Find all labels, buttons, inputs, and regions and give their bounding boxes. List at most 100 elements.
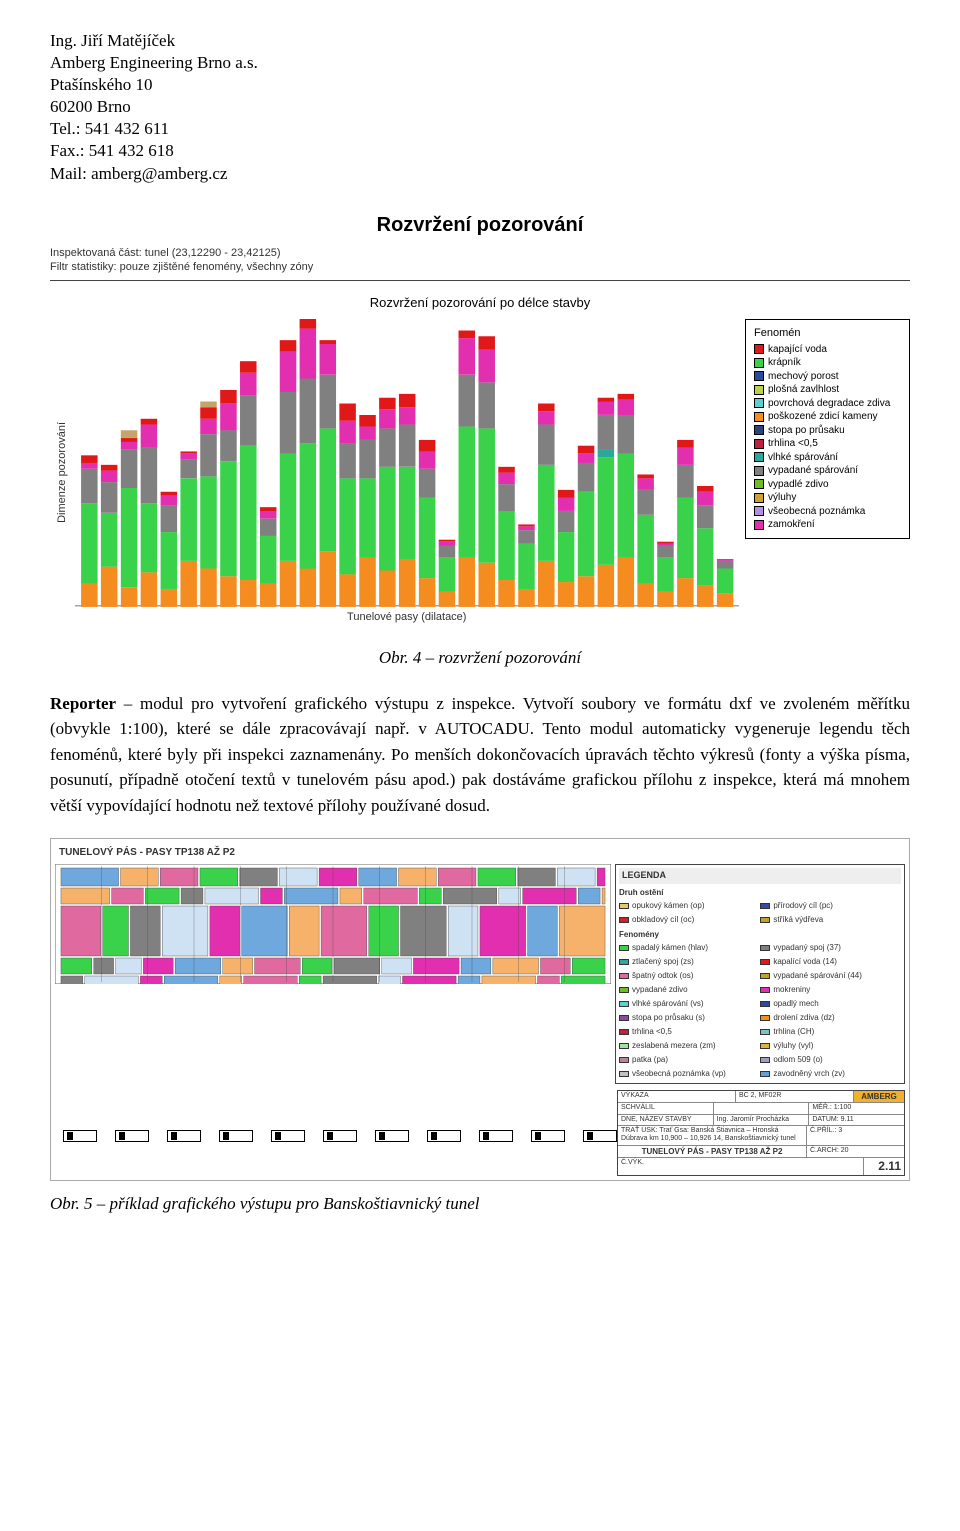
legend-swatch (754, 412, 764, 422)
marker-icon (219, 1130, 253, 1142)
legend-swatch (619, 903, 629, 909)
marker-icon (531, 1130, 565, 1142)
legend-label: stopa po průsaku (s) (632, 1012, 705, 1024)
marker-icon (167, 1130, 201, 1142)
legend-swatch (754, 371, 764, 381)
legend-swatch (619, 987, 629, 993)
header-fax: Fax.: 541 432 618 (50, 140, 910, 162)
legend-label: stříká výdřeva (773, 914, 823, 926)
drawing-legend-item: trhlina <0,5 (619, 1026, 754, 1038)
drawing-title: TUNELOVÝ PÁS - PASY TP138 AŽ P2 (59, 845, 905, 860)
drawing-legend-item: zavodněný vrch (zv) (760, 1068, 895, 1080)
legend-swatch (754, 452, 764, 462)
legend-label: vlhké spárování (768, 451, 838, 465)
legend-label: odlom 509 (o) (773, 1054, 822, 1066)
header-mail: Mail: amberg@amberg.cz (50, 163, 910, 185)
marker-icon (479, 1130, 513, 1142)
legend-item: všeobecná poznámka (754, 505, 901, 519)
chart-y-label: Dimenze pozorování (50, 422, 75, 523)
legend-label: výluhy (vyl) (773, 1040, 813, 1052)
amberg-logo: AMBERG (854, 1091, 904, 1103)
legend-swatch (754, 398, 764, 408)
marker-icon (115, 1130, 149, 1142)
legend-swatch (760, 1043, 770, 1049)
legend-label: zamokření (768, 518, 815, 532)
header-name: Ing. Jiří Matějíček (50, 30, 910, 52)
legend-swatch (619, 1015, 629, 1021)
chart-meta-line: Filtr statistiky: pouze zjištěné fenomén… (50, 260, 910, 274)
chart-meta-line: Inspektovaná část: tunel (23,12290 - 23,… (50, 246, 910, 260)
legend-swatch (760, 945, 770, 951)
drawing-legend-item: opukový kámen (op) (619, 900, 754, 912)
body-runin: Reporter (50, 694, 116, 713)
legend-swatch (760, 1057, 770, 1063)
drawing-legend-item: kapalící voda (14) (760, 956, 895, 968)
legend-item: zamokření (754, 518, 901, 532)
drawing-legend-item: drolení zdiva (dz) (760, 1012, 895, 1024)
drawing-legend-item: patka (pa) (619, 1054, 754, 1066)
drawing-legend-item: špatný odtok (os) (619, 970, 754, 982)
legend-label: všeobecná poznámka (768, 505, 865, 519)
drawing-titleblock: VÝKAZABC 2, MF02RAMBERGSCHVÁLILMĚŘ.: 1:1… (617, 1090, 905, 1176)
legend-label: trhlina <0,5 (768, 437, 818, 451)
legend-swatch (619, 1071, 629, 1077)
legend-label: vypadané spárování (44) (773, 970, 862, 982)
legend-swatch (760, 1029, 770, 1035)
drawing-legend-item: vypadané zdivo (619, 984, 754, 996)
legend-label: špatný odtok (os) (632, 970, 693, 982)
chart-main-title: Rozvržení pozorování (50, 210, 910, 240)
legend-swatch (754, 493, 764, 503)
body-paragraph: Reporter – modul pro vytvoření grafickéh… (50, 691, 910, 819)
titleblock-main: TUNELOVÝ PÁS - PASY TP138 AŽ P2 (618, 1146, 807, 1158)
marker-icon (323, 1130, 357, 1142)
legend-swatch (760, 1001, 770, 1007)
legend-label: přírodový cíl (pc) (773, 900, 833, 912)
legend-swatch (619, 945, 629, 951)
legend-swatch (760, 917, 770, 923)
header-city: 60200 Brno (50, 96, 910, 118)
titleblock-number: 2.11 (864, 1158, 904, 1174)
header-company: Amberg Engineering Brno a.s. (50, 52, 910, 74)
legend-swatch (754, 520, 764, 530)
legend-label: patka (pa) (632, 1054, 668, 1066)
drawing-legend-item: vlhké spárování (vs) (619, 998, 754, 1010)
legend-label: vypadané spárování (768, 464, 858, 478)
header-address: Ing. Jiří Matějíček Amberg Engineering B… (50, 30, 910, 185)
drawing-legend-item: přírodový cíl (pc) (760, 900, 895, 912)
drawing-markers (55, 1090, 617, 1176)
drawing-legend-item: opadlý mech (760, 998, 895, 1010)
figure4-caption: Obr. 4 – rozvržení pozorování (50, 645, 910, 671)
legend-swatch (619, 1001, 629, 1007)
legend-item: plošná zavlhlost (754, 383, 901, 397)
drawing-legend-item: ztlačený spoj (zs) (619, 956, 754, 968)
legend-swatch (760, 903, 770, 909)
drawing-legend-item: stopa po průsaku (s) (619, 1012, 754, 1024)
drawing-legend-item: trhlina (CH) (760, 1026, 895, 1038)
legend-label: opadlý mech (773, 998, 818, 1010)
marker-icon (63, 1130, 97, 1142)
legend-label: zavodněný vrch (zv) (773, 1068, 845, 1080)
legend-title: Fenomén (754, 326, 901, 341)
legend-label: kapající voda (768, 343, 827, 357)
marker-icon (375, 1130, 409, 1142)
drawing-legend-section: Druh ostění (619, 887, 901, 899)
legend-label: drolení zdiva (dz) (773, 1012, 834, 1024)
legend-item: kapající voda (754, 343, 901, 357)
legend-label: plošná zavlhlost (768, 383, 839, 397)
legend-label: obkladový cíl (oc) (632, 914, 694, 926)
legend-item: stopa po průsaku (754, 424, 901, 438)
legend-label: ztlačený spoj (zs) (632, 956, 694, 968)
observation-chart: Rozvržení pozorování Inspektovaná část: … (50, 210, 910, 626)
legend-item: vlhké spárování (754, 451, 901, 465)
legend-swatch (619, 959, 629, 965)
legend-swatch (754, 479, 764, 489)
header-street: Ptašínského 10 (50, 74, 910, 96)
legend-item: krápník (754, 356, 901, 370)
drawing-legend-item: spadalý kámen (hlav) (619, 942, 754, 954)
drawing-legend-item: odlom 509 (o) (760, 1054, 895, 1066)
legend-swatch (619, 1029, 629, 1035)
legend-swatch (754, 425, 764, 435)
legend-item: trhlina <0,5 (754, 437, 901, 451)
body-text: – modul pro vytvoření grafického výstupu… (50, 694, 910, 815)
drawing-strip (55, 864, 611, 984)
